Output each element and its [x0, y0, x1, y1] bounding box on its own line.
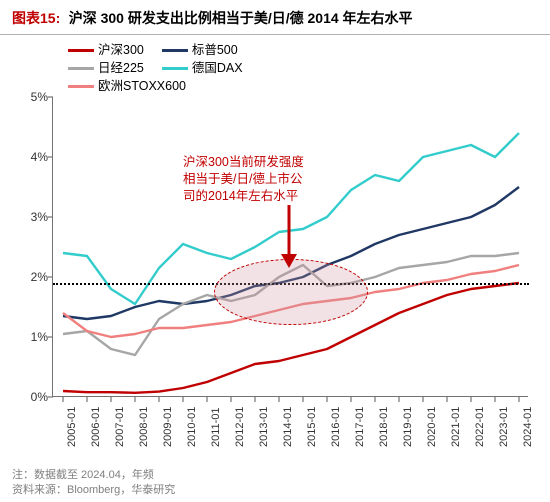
legend-item-csi300: 沪深300	[68, 41, 144, 59]
chart-area: 沪深300 标普500 日经225 德国DAX	[12, 39, 538, 443]
plot-region: 沪深300当前研发强度相当于美/日/德上市公司的2014年左右水平	[52, 97, 528, 397]
legend-swatch-icon	[68, 67, 94, 70]
x-axis-labels: 2005-012006-012007-012008-012009-012010-…	[52, 399, 528, 451]
legend-label: 日经225	[98, 59, 144, 77]
legend-label: 标普500	[192, 41, 238, 59]
legend-item-sp500: 标普500	[162, 41, 238, 59]
legend-item-nikkei: 日经225	[68, 59, 144, 77]
legend: 沪深300 标普500 日经225 德国DAX	[68, 41, 243, 95]
legend-label: 沪深300	[98, 41, 144, 59]
figure-container: 图表15: 沪深 300 研发支出比例相当于美/日/德 2014 年左右水平 沪…	[0, 0, 550, 502]
figure-title: 沪深 300 研发支出比例相当于美/日/德 2014 年左右水平	[69, 10, 413, 26]
down-arrow-icon	[276, 205, 302, 270]
legend-label: 欧洲STOXX600	[98, 77, 186, 95]
legend-swatch-icon	[162, 49, 188, 52]
footer-notes: 注：数据截至 2024.04，年频 资料来源：Bloomberg，华泰研究	[12, 468, 175, 498]
legend-label: 德国DAX	[192, 59, 243, 77]
title-bar: 图表15: 沪深 300 研发支出比例相当于美/日/德 2014 年左右水平	[0, 0, 550, 35]
figure-number: 图表15:	[12, 10, 60, 26]
footer-note-1: 注：数据截至 2024.04，年频	[12, 468, 175, 483]
legend-item-dax: 德国DAX	[162, 59, 243, 77]
annotation-text: 沪深300当前研发强度相当于美/日/德上市公司的2014年左右水平	[183, 154, 304, 205]
legend-item-stoxx: 欧洲STOXX600	[68, 77, 186, 95]
legend-swatch-icon	[68, 85, 94, 88]
y-axis-labels: 0%1%2%3%4%5%	[12, 97, 48, 397]
legend-swatch-icon	[68, 49, 94, 52]
footer-source: 资料来源：Bloomberg，华泰研究	[12, 483, 175, 498]
legend-swatch-icon	[162, 67, 188, 70]
